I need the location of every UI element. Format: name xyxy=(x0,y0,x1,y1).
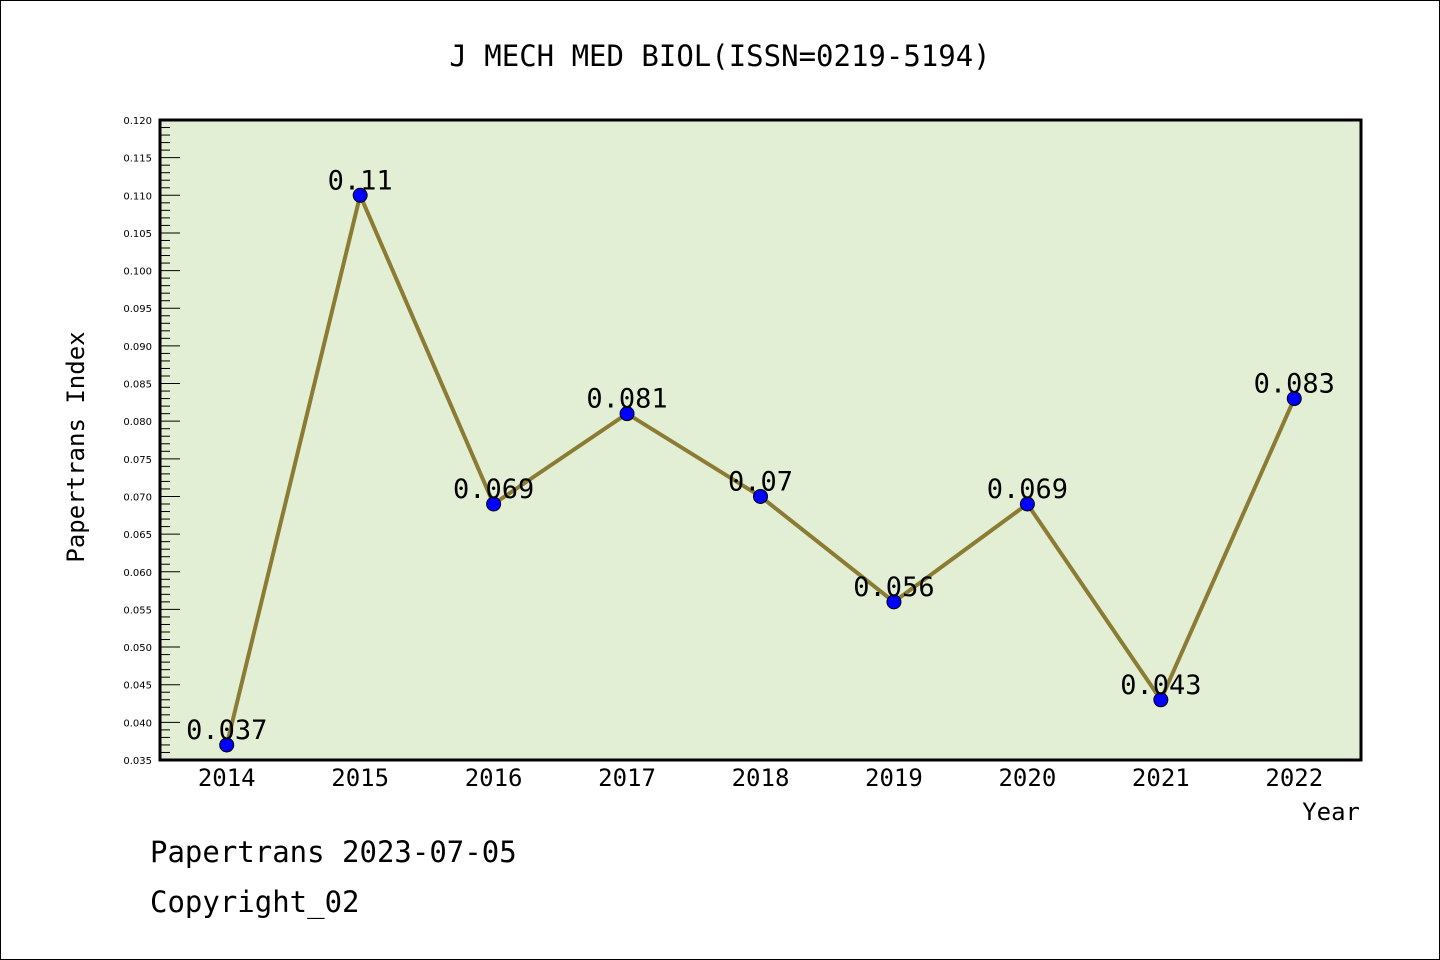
data-label: 0.043 xyxy=(1120,670,1201,701)
x-tick-label: 2021 xyxy=(1132,764,1190,792)
x-tick-label: 2014 xyxy=(198,764,256,792)
data-point xyxy=(886,594,902,610)
x-tick-label: 2019 xyxy=(865,764,923,792)
x-tick-label: 2016 xyxy=(465,764,523,792)
data-label: 0.081 xyxy=(586,384,667,415)
data-point xyxy=(1019,496,1035,512)
data-label: 0.083 xyxy=(1254,369,1335,400)
y-tick-label: 0.035 xyxy=(123,756,152,767)
y-tick-label: 0.120 xyxy=(123,116,152,127)
y-tick-label: 0.115 xyxy=(123,154,152,165)
y-tick-label: 0.050 xyxy=(123,643,152,654)
y-tick-label: 0.055 xyxy=(123,605,152,616)
x-tick-label: 2015 xyxy=(331,764,389,792)
y-tick-label: 0.040 xyxy=(123,718,152,729)
x-tick-label: 2022 xyxy=(1265,764,1323,792)
y-tick-label: 0.095 xyxy=(123,304,152,315)
data-label: 0.11 xyxy=(328,165,393,196)
y-tick-label: 0.045 xyxy=(123,681,152,692)
y-tick-label: 0.090 xyxy=(123,342,152,353)
y-tick-label: 0.100 xyxy=(123,267,152,278)
y-tick-label: 0.110 xyxy=(123,191,152,202)
x-axis-label: Year xyxy=(1302,798,1360,826)
x-tick-label: 2018 xyxy=(732,764,790,792)
y-tick-label: 0.080 xyxy=(123,417,152,428)
chart-title: J MECH MED BIOL(ISSN=0219-5194) xyxy=(449,39,990,73)
data-label: 0.069 xyxy=(453,474,534,505)
data-point xyxy=(486,496,502,512)
y-tick-label: 0.075 xyxy=(123,455,152,466)
y-tick-label: 0.070 xyxy=(123,492,152,503)
y-tick-label: 0.085 xyxy=(123,380,152,391)
footer-copyright: Copyright_02 xyxy=(150,885,360,919)
y-tick-label: 0.105 xyxy=(123,229,152,240)
data-point xyxy=(1286,391,1302,407)
plot-background xyxy=(160,120,1361,760)
y-tick-label: 0.065 xyxy=(123,530,152,541)
data-point xyxy=(1153,692,1169,708)
data-point xyxy=(753,488,768,504)
data-point xyxy=(352,187,368,203)
data-label: 0.07 xyxy=(728,466,793,497)
x-tick-label: 2020 xyxy=(998,764,1056,792)
footer-date: Papertrans 2023-07-05 xyxy=(150,835,517,869)
data-point xyxy=(219,737,235,753)
y-tick-label: 0.060 xyxy=(123,568,152,579)
y-axis-label: Papertrans Index xyxy=(62,331,90,562)
data-label: 0.056 xyxy=(853,572,934,603)
plot-border xyxy=(158,118,1363,762)
data-point xyxy=(619,406,635,422)
data-label: 0.037 xyxy=(186,715,267,746)
data-label: 0.069 xyxy=(987,474,1068,505)
x-tick-label: 2017 xyxy=(598,764,656,792)
